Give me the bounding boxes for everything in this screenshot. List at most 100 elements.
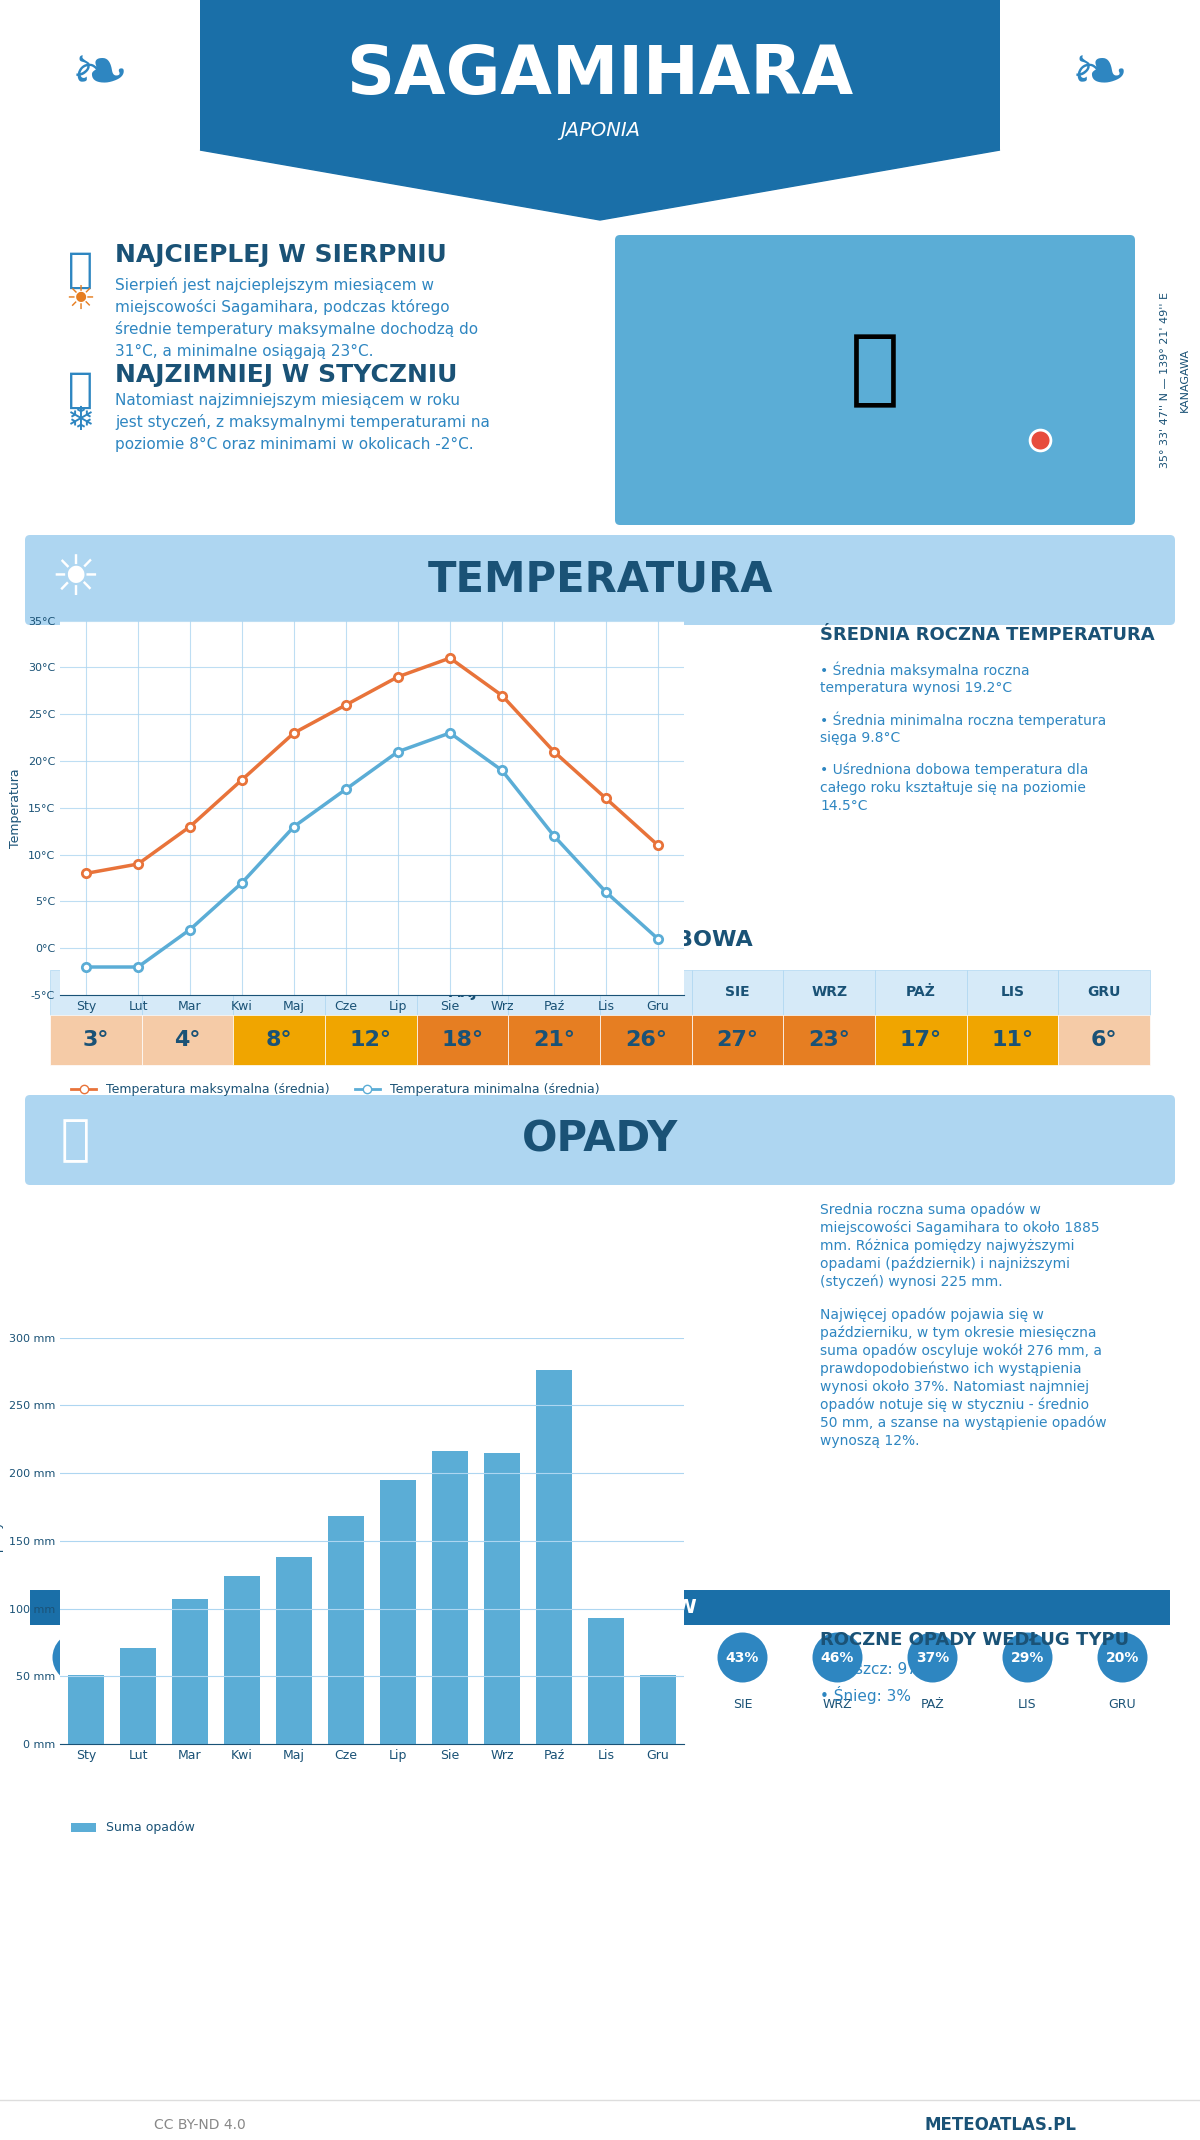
Text: • Deszcz: 97%: • Deszcz: 97% xyxy=(820,1663,931,1678)
Text: Natomiast najzimniejszym miesiącem w roku: Natomiast najzimniejszym miesiącem w rok… xyxy=(115,392,460,407)
Bar xyxy=(691,969,784,1014)
Text: PAŻ: PAŻ xyxy=(906,987,936,999)
Bar xyxy=(233,969,325,1014)
Bar xyxy=(276,1558,312,1744)
Text: WRZ: WRZ xyxy=(811,987,847,999)
Bar xyxy=(233,1014,325,1066)
Text: 14.5°C: 14.5°C xyxy=(820,798,868,813)
Text: miejscowości Sagamihara, podczas którego: miejscowości Sagamihara, podczas którego xyxy=(115,300,450,315)
Bar xyxy=(691,1014,784,1066)
Bar xyxy=(588,1618,624,1744)
Text: LIS: LIS xyxy=(1001,987,1025,999)
Text: jest styczeń, z maksymalnymi temperaturami na: jest styczeń, z maksymalnymi temperatura… xyxy=(115,413,490,430)
Text: październiku, w tym okresie miesięczna: październiku, w tym okresie miesięczna xyxy=(820,1327,1097,1340)
Text: STY: STY xyxy=(80,987,110,999)
Text: 12%: 12% xyxy=(61,1650,95,1665)
Text: ☀: ☀ xyxy=(65,282,95,317)
Polygon shape xyxy=(200,150,1000,220)
Text: wynoszą 12%.: wynoszą 12%. xyxy=(820,1434,919,1449)
Bar xyxy=(1058,969,1150,1014)
Text: KWI: KWI xyxy=(355,987,386,999)
Text: ❧: ❧ xyxy=(1070,41,1129,109)
Text: 8°: 8° xyxy=(266,1029,293,1051)
Bar xyxy=(432,1451,468,1744)
Text: 💧: 💧 xyxy=(60,1115,90,1164)
Text: KANAGAWA: KANAGAWA xyxy=(1180,349,1190,413)
Text: 46%: 46% xyxy=(821,1650,854,1665)
Text: 6°: 6° xyxy=(1091,1029,1117,1051)
Circle shape xyxy=(432,1633,482,1682)
Bar xyxy=(967,1014,1058,1066)
Bar xyxy=(967,969,1058,1014)
Bar xyxy=(142,1014,233,1066)
Text: MAJ: MAJ xyxy=(446,1699,469,1712)
Text: CZE: CZE xyxy=(539,987,569,999)
Circle shape xyxy=(148,1633,198,1682)
Text: 12°: 12° xyxy=(350,1029,392,1051)
Text: 29%: 29% xyxy=(1010,1650,1044,1665)
Text: temperatura wynosi 19.2°C: temperatura wynosi 19.2°C xyxy=(820,681,1012,696)
Text: ☀: ☀ xyxy=(50,552,100,608)
Text: 49%: 49% xyxy=(631,1650,664,1665)
Y-axis label: Temperatura: Temperatura xyxy=(10,768,23,847)
Text: LIP: LIP xyxy=(634,987,658,999)
Bar xyxy=(784,969,875,1014)
Bar xyxy=(509,969,600,1014)
Text: SIE: SIE xyxy=(733,1699,752,1712)
Text: 31°C, a minimalne osiągają 23°C.: 31°C, a minimalne osiągają 23°C. xyxy=(115,345,373,360)
Text: GRU: GRU xyxy=(1087,987,1121,999)
Circle shape xyxy=(1002,1633,1052,1682)
Text: opadami (październik) i najniższymi: opadami (październik) i najniższymi xyxy=(820,1256,1070,1271)
Bar xyxy=(416,1014,509,1066)
Bar xyxy=(30,1590,1170,1624)
Text: SIE: SIE xyxy=(725,987,750,999)
Legend: Temperatura maksymalna (średnia), Temperatura minimalna (średnia): Temperatura maksymalna (średnia), Temper… xyxy=(66,1079,605,1102)
Text: 27°: 27° xyxy=(716,1029,758,1051)
Circle shape xyxy=(53,1633,102,1682)
Text: 21°: 21° xyxy=(533,1029,575,1051)
Text: średnie temperatury maksymalne dochodzą do: średnie temperatury maksymalne dochodzą … xyxy=(115,321,478,336)
Text: ❧: ❧ xyxy=(71,41,130,109)
Bar xyxy=(416,969,509,1014)
Text: 37%: 37% xyxy=(916,1650,949,1665)
Bar xyxy=(509,1014,600,1066)
Text: suma opadów oscyluje wokół 276 mm, a: suma opadów oscyluje wokół 276 mm, a xyxy=(820,1344,1102,1359)
Circle shape xyxy=(528,1633,577,1682)
Text: TEMPERATURA DOBOWA: TEMPERATURA DOBOWA xyxy=(448,931,752,950)
Bar xyxy=(50,969,142,1014)
Text: Srednia roczna suma opadów w: Srednia roczna suma opadów w xyxy=(820,1203,1040,1218)
Text: 🌡: 🌡 xyxy=(67,248,92,291)
Text: 23°: 23° xyxy=(809,1029,850,1051)
Text: miejscowości Sagamihara to około 1885: miejscowości Sagamihara to około 1885 xyxy=(820,1220,1099,1235)
Text: LUT: LUT xyxy=(161,1699,184,1712)
Text: 20%: 20% xyxy=(1106,1650,1139,1665)
Text: KWI: KWI xyxy=(350,1699,374,1712)
Bar xyxy=(600,1014,691,1066)
Circle shape xyxy=(337,1633,388,1682)
Circle shape xyxy=(718,1633,768,1682)
Bar xyxy=(200,0,1000,150)
Text: 36%: 36% xyxy=(346,1650,379,1665)
Bar xyxy=(1058,1014,1150,1066)
Text: SZANSA OPADÓW: SZANSA OPADÓW xyxy=(503,1599,697,1618)
Bar xyxy=(380,1481,416,1744)
Bar xyxy=(875,1014,967,1066)
Text: 50 mm, a szanse na wystąpienie opadów: 50 mm, a szanse na wystąpienie opadów xyxy=(820,1417,1106,1430)
Text: ŚREDNIA ROCZNA TEMPERATURA: ŚREDNIA ROCZNA TEMPERATURA xyxy=(820,627,1154,644)
Bar xyxy=(600,969,691,1014)
Bar xyxy=(172,1599,209,1744)
FancyBboxPatch shape xyxy=(25,1096,1175,1186)
Text: CC BY-ND 4.0: CC BY-ND 4.0 xyxy=(154,2119,246,2131)
Text: LUT: LUT xyxy=(173,987,202,999)
Text: JAPONIA: JAPONIA xyxy=(560,120,640,139)
Circle shape xyxy=(242,1633,293,1682)
Text: CZE: CZE xyxy=(540,1699,565,1712)
Text: • Uśredniona dobowa temperatura dla: • Uśredniona dobowa temperatura dla xyxy=(820,762,1088,777)
Text: 43%: 43% xyxy=(726,1650,760,1665)
Legend: Suma opadów: Suma opadów xyxy=(66,1817,200,1840)
Text: 🌡: 🌡 xyxy=(67,368,92,411)
Text: 18°: 18° xyxy=(442,1029,484,1051)
Circle shape xyxy=(623,1633,672,1682)
Bar xyxy=(784,1014,875,1066)
Text: Sierpień jest najcieplejszym miesiącem w: Sierpień jest najcieplejszym miesiącem w xyxy=(115,276,434,293)
